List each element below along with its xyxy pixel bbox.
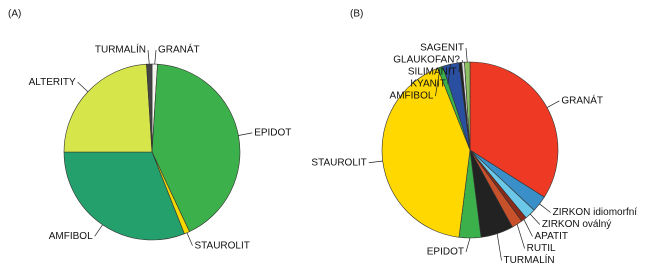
- leader-line: [458, 62, 461, 73]
- slice-label: ZIRKON oválný: [542, 219, 611, 230]
- leader-line: [238, 132, 253, 136]
- slice-label: RUTIL: [527, 243, 556, 254]
- slice-label: ZIRKON idiomorfní: [553, 207, 638, 218]
- leader-line: [529, 213, 541, 225]
- chart-title: (A): [8, 9, 21, 20]
- leader-line: [523, 219, 533, 237]
- leader-line: [465, 48, 468, 63]
- leader-line: [465, 237, 471, 253]
- leader-line: [516, 224, 525, 249]
- slice-label: GRANÁT: [158, 43, 200, 56]
- leader-line: [147, 50, 150, 65]
- leader-line: [368, 160, 383, 164]
- leader-line: [496, 233, 502, 261]
- leader-line: [77, 81, 89, 93]
- slice-label: TURMALÍN: [504, 253, 555, 266]
- leader-line: [546, 100, 560, 108]
- slice-label: EPIDOT: [427, 247, 464, 258]
- slice-label: AMFIBOL: [49, 231, 93, 242]
- chart-title: (B): [350, 9, 363, 20]
- pie-slice: [469, 61, 559, 198]
- slice-label: GRANÁT: [561, 94, 603, 107]
- leader-line: [435, 67, 441, 97]
- slice-label: AMFIBOL: [390, 91, 434, 102]
- slice-label: ALTERITY: [29, 77, 76, 88]
- pie-slice: [381, 67, 471, 238]
- leader-line: [539, 203, 551, 213]
- slice-label: KYANIT: [410, 79, 445, 90]
- pie-slice: [63, 63, 153, 153]
- leader-line: [186, 232, 193, 246]
- slice-label: GLAUKOFAN?: [393, 55, 460, 66]
- slice-label: TURMALÍN: [95, 43, 146, 56]
- leader-line: [461, 59, 464, 63]
- leader-line: [154, 50, 157, 65]
- slice-label: APATIT: [535, 231, 569, 242]
- pie-slice: [63, 151, 185, 241]
- slice-label: SAGENIT: [420, 43, 464, 54]
- slice-label: STAUROLIT: [311, 157, 366, 168]
- slice-label: EPIDOT: [254, 128, 291, 139]
- leader-line: [447, 64, 452, 85]
- slice-label: STAUROLIT: [195, 240, 250, 251]
- slice-label: SILIMANIT: [408, 67, 457, 78]
- leader-line: [94, 224, 103, 237]
